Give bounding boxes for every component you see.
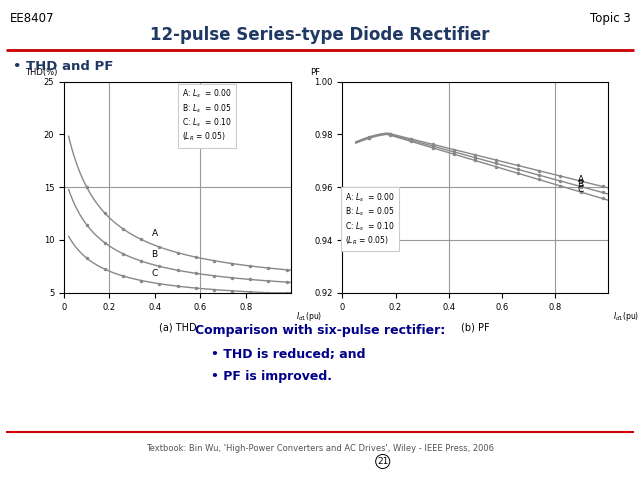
Text: B: B xyxy=(152,250,157,259)
Text: (a) THD: (a) THD xyxy=(159,323,196,332)
Text: A: $L_s$  = 0.00
B: $L_s$  = 0.05
C: $L_s$  = 0.10
($L_R$ = 0.05): A: $L_s$ = 0.00 B: $L_s$ = 0.05 C: $L_s$… xyxy=(345,192,395,247)
Text: • PF is improved.: • PF is improved. xyxy=(211,370,332,383)
Text: $I_{d1}$(pu): $I_{d1}$(pu) xyxy=(296,310,322,323)
Text: PF: PF xyxy=(310,68,321,77)
Text: • THD and PF: • THD and PF xyxy=(13,60,113,73)
Text: Topic 3: Topic 3 xyxy=(589,12,630,25)
Text: • THD is reduced; and: • THD is reduced; and xyxy=(211,348,365,361)
Text: C: C xyxy=(577,185,584,194)
Text: 12-pulse Series-type Diode Rectifier: 12-pulse Series-type Diode Rectifier xyxy=(150,26,490,45)
Text: THD(%): THD(%) xyxy=(26,68,58,77)
Text: A: A xyxy=(152,229,157,238)
Text: C: C xyxy=(152,269,157,277)
Text: (b) PF: (b) PF xyxy=(461,323,490,332)
Text: Textbook: Bin Wu, 'High-Power Converters and AC Drives', Wiley - IEEE Press, 200: Textbook: Bin Wu, 'High-Power Converters… xyxy=(146,444,494,453)
Text: EE8407: EE8407 xyxy=(10,12,54,25)
Text: Comparison with six-pulse rectifier:: Comparison with six-pulse rectifier: xyxy=(195,324,445,337)
Text: $I_{d1}$(pu): $I_{d1}$(pu) xyxy=(613,310,639,323)
Text: 21: 21 xyxy=(377,457,388,466)
Text: A: A xyxy=(577,175,584,184)
Text: B: B xyxy=(577,180,584,189)
Text: A: $L_s$  = 0.00
B: $L_s$  = 0.05
C: $L_s$  = 0.10
($L_R$ = 0.05): A: $L_s$ = 0.00 B: $L_s$ = 0.05 C: $L_s$… xyxy=(182,88,232,144)
